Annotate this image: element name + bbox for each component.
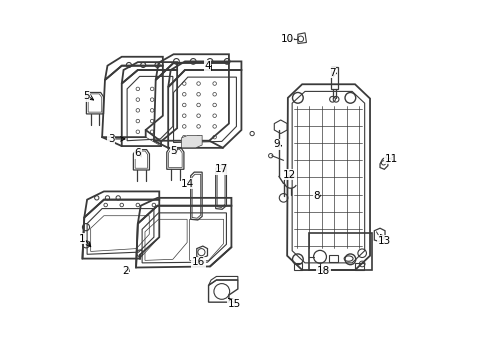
Text: 5: 5 bbox=[83, 91, 89, 101]
Text: 12: 12 bbox=[283, 170, 296, 180]
Text: 17: 17 bbox=[215, 164, 228, 174]
Bar bbox=[309, 233, 372, 270]
Text: 6: 6 bbox=[135, 148, 141, 158]
Polygon shape bbox=[181, 135, 202, 148]
Text: 13: 13 bbox=[378, 236, 391, 246]
Text: 18: 18 bbox=[317, 266, 330, 276]
Text: 11: 11 bbox=[385, 154, 398, 163]
Text: 9: 9 bbox=[274, 139, 280, 149]
Text: 10: 10 bbox=[281, 34, 294, 44]
Text: 3: 3 bbox=[108, 134, 114, 144]
Text: 2: 2 bbox=[122, 266, 129, 276]
Text: 15: 15 bbox=[228, 299, 241, 309]
Text: 4: 4 bbox=[204, 61, 211, 71]
Text: 5: 5 bbox=[170, 147, 177, 157]
Text: 16: 16 bbox=[192, 257, 205, 267]
Text: 1: 1 bbox=[79, 234, 86, 244]
Text: 8: 8 bbox=[313, 191, 320, 201]
Text: 7: 7 bbox=[329, 68, 336, 78]
Text: 14: 14 bbox=[181, 179, 195, 189]
